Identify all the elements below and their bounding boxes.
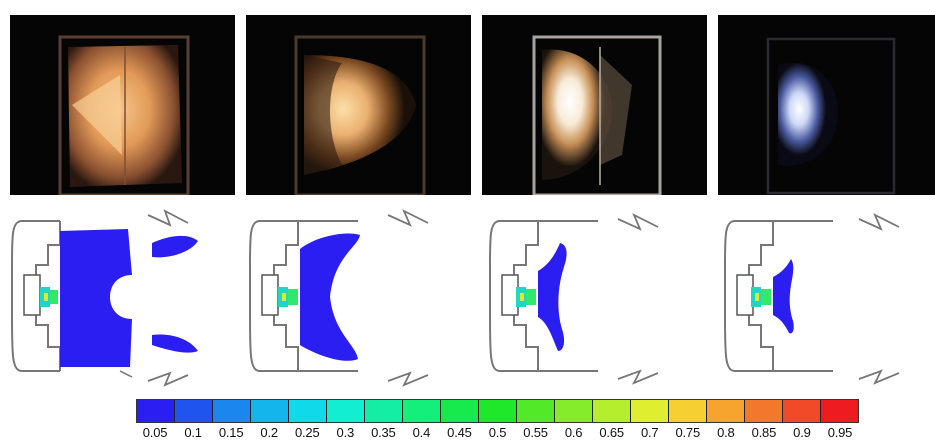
colorbar-tick-label: 0.65	[599, 425, 624, 440]
photo-1-image	[58, 35, 190, 195]
colorbar-cell	[289, 400, 327, 422]
colorbar-ticks: 0.05 0.1 0.15 0.2 0.25 0.3 0.35 0.4 0.45 0.5 0.55 0…	[136, 425, 859, 441]
colorbar-cell	[669, 400, 707, 422]
colorbar-tick-label: 0.25	[294, 425, 320, 440]
colorbar-tick-label: 0.7	[640, 425, 659, 440]
colorbar-cell	[213, 400, 251, 422]
photo-4-image	[766, 37, 896, 195]
colorbar-tick-label: 0.3	[336, 425, 355, 440]
colorbar-cell	[593, 400, 631, 422]
colorbar-cell	[631, 400, 669, 422]
simulation-panel-4	[724, 213, 900, 385]
photo-2-image	[294, 35, 426, 195]
colorbar-tick-label: 0.4	[412, 425, 431, 440]
colorbar-cell	[137, 400, 175, 422]
colorbar-cell	[707, 400, 745, 422]
colorbar	[136, 399, 859, 423]
colorbar-tick-label: 0.5	[488, 425, 507, 440]
colorbar-cell	[403, 400, 441, 422]
colorbar-tick-label: 0.9	[793, 425, 811, 440]
colorbar-tick-label: 0.55	[523, 425, 548, 440]
colorbar-tick-label: 0.1	[184, 425, 202, 440]
simulation-panel-1	[11, 209, 198, 387]
colorbar-cell	[441, 400, 479, 422]
colorbar-tick-label: 0.6	[564, 425, 583, 440]
colorbar-tick-label: 0.2	[260, 425, 278, 440]
colorbar-cell	[821, 400, 858, 422]
colorbar-cell	[517, 400, 555, 422]
photo-panel-4	[718, 15, 935, 195]
colorbar-cell	[555, 400, 593, 422]
colorbar-tick-label: 0.35	[371, 425, 396, 440]
colorbar-cell	[175, 400, 213, 422]
simulation-panel-3	[489, 213, 659, 385]
colorbar-cell	[745, 400, 783, 422]
colorbar-cell	[479, 400, 517, 422]
colorbar-tick-label: 0.15	[218, 425, 244, 440]
colorbar-cell	[365, 400, 403, 422]
colorbar-cell	[783, 400, 821, 422]
colorbar-tick-label: 0.95	[827, 425, 853, 440]
colorbar-tick-label: 0.85	[751, 425, 777, 440]
colorbar-tick-label: 0.75	[675, 425, 701, 440]
colorbar-cell	[327, 400, 365, 422]
colorbar-tick-label: 0.05	[142, 425, 168, 440]
photo-panel-1	[10, 15, 235, 195]
photo-panel-2	[246, 15, 471, 195]
simulation-panel-2	[249, 209, 429, 387]
colorbar-tick-label: 0.8	[717, 425, 735, 440]
colorbar-tick-label: 0.45	[447, 425, 472, 440]
photo-panel-3	[482, 15, 707, 195]
colorbar-cell	[251, 400, 289, 422]
photo-3-image	[532, 35, 662, 195]
